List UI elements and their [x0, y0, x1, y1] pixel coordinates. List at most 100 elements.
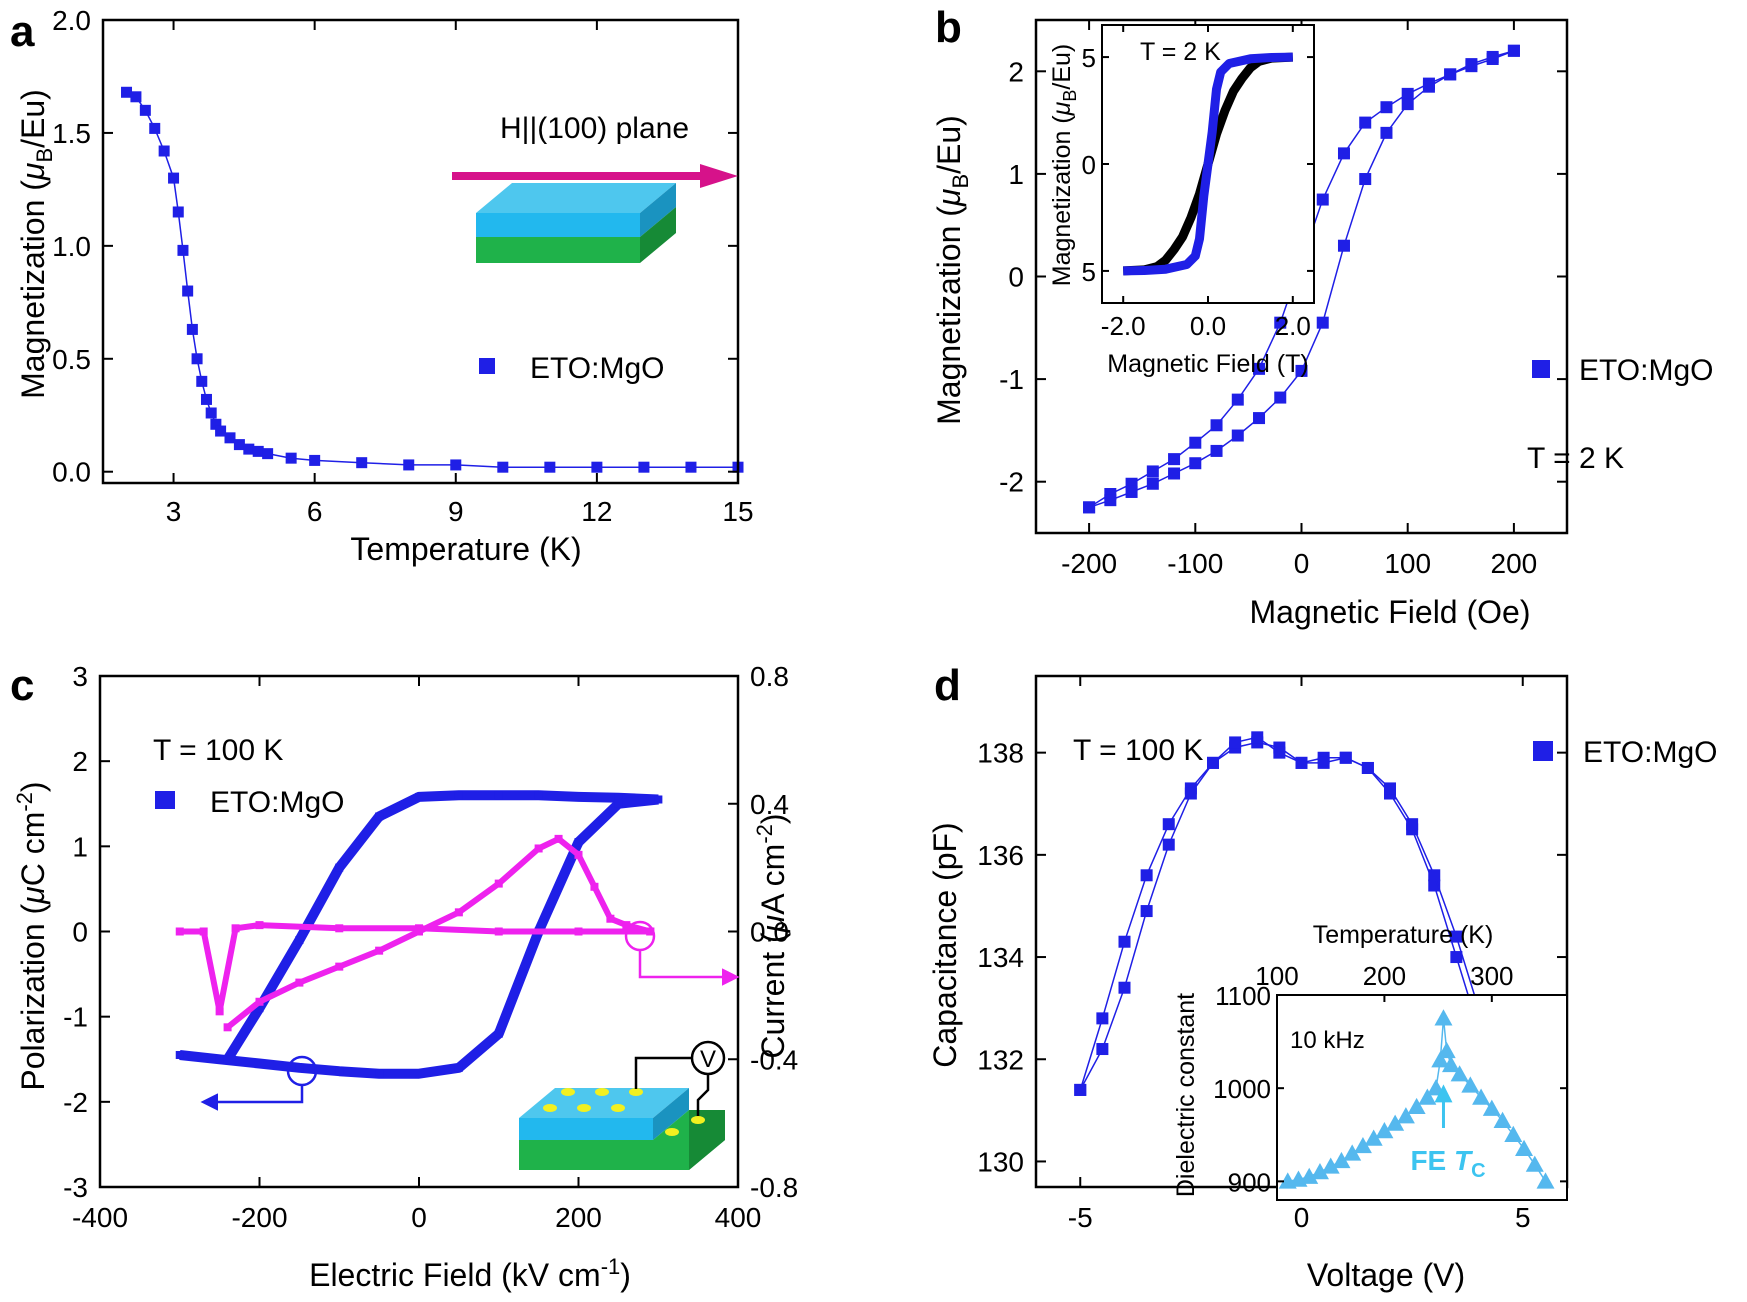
- panel-c-point: [494, 1029, 503, 1038]
- panel-c-P-upper-branch: [223, 790, 659, 1062]
- x-tick-label: 200: [1491, 548, 1538, 579]
- panel-b-series-point: [1168, 467, 1181, 480]
- panel-c-y2-axis-title: Current (μA cm-2): [752, 813, 791, 1058]
- inset-series-point: [1321, 1157, 1340, 1174]
- panel-c-P-lower-branch: [179, 794, 659, 1079]
- panel-c-point: [231, 924, 240, 933]
- panel-d-series-point: [1450, 951, 1463, 964]
- panel-b-series-point: [1231, 393, 1244, 406]
- panel-a-series-point: [638, 461, 650, 473]
- arrow-right-icon: [638, 950, 740, 986]
- panel-a-series-point: [139, 104, 151, 116]
- y-tick-label: 1.0: [52, 231, 91, 262]
- panel-d-series-point: [1096, 1012, 1109, 1025]
- panel-c-point: [215, 1007, 224, 1016]
- panel-c-point: [614, 793, 623, 802]
- panel-b-series-point: [1253, 362, 1266, 375]
- panel-c-point: [255, 1059, 264, 1068]
- panel-d: d -5 0 5 130 132 134 136 138 Voltage (V) Capaci…: [927, 661, 1717, 1293]
- panel-b-series-point: [1401, 98, 1414, 111]
- inset-frequency-label: 10 kHz: [1290, 1027, 1365, 1054]
- x-tick-label: 0.0: [1190, 311, 1226, 341]
- x-tick-label: 200: [1363, 961, 1406, 991]
- panel-d-series-point: [1096, 1043, 1109, 1056]
- panel-c-point: [654, 795, 663, 804]
- y-tick-label: -1: [999, 364, 1024, 395]
- inset-series-point: [1310, 1163, 1329, 1180]
- y-tick-label: 1000: [1213, 1074, 1271, 1104]
- panel-a-frame: [101, 18, 740, 485]
- legend-marker-square-icon: [1533, 741, 1553, 761]
- inset-series-point: [1431, 1051, 1450, 1068]
- panel-b-series-point: [1189, 436, 1202, 449]
- y-tick-label: -1: [63, 1002, 88, 1033]
- panel-d-series-point: [1118, 981, 1131, 994]
- inset-axes: -2.0 0.0 2.0 5 0 5: [1082, 25, 1314, 341]
- panel-d-series-point: [1273, 746, 1286, 759]
- y-tick-label: -2: [63, 1087, 88, 1118]
- inset-series-point: [1461, 1076, 1480, 1093]
- panel-b-series-point: [1465, 58, 1478, 71]
- y-tick-label: 134: [977, 942, 1024, 973]
- panel-c-point: [255, 997, 264, 1006]
- panel-b-series-point: [1401, 87, 1414, 100]
- panel-a-series-point: [285, 452, 297, 464]
- panel-c-point: [494, 879, 503, 888]
- y2-tick-label: -0.8: [750, 1172, 798, 1203]
- panel-a-series-point: [403, 459, 415, 471]
- inset-x-axis-title: Magnetic Field (T): [1107, 350, 1308, 378]
- panel-b-inset: -2.0 0.0 2.0 5 0 5 T = 2 K Magnetic Field (T)…: [1048, 24, 1315, 378]
- panel-c-point: [175, 1050, 184, 1059]
- x-tick-label: -200: [1061, 548, 1117, 579]
- panel-c-point: [375, 1069, 384, 1078]
- panel-b-series-point: [1316, 316, 1329, 329]
- panel-c: c -400 -200 0 200 400 -3 -2 -1 0 1 2 3 -0.8 -0.4 0.0 0.…: [10, 661, 798, 1293]
- panel-c-point: [335, 1067, 344, 1076]
- panel-d-series-point: [1428, 869, 1441, 882]
- panel-d-y-axis-title: Capacitance (pF): [927, 822, 963, 1067]
- panel-a-series-point: [172, 206, 184, 218]
- y-tick-label: -2: [999, 467, 1024, 498]
- panel-c-point: [295, 1063, 304, 1072]
- panel-a-series-point: [121, 86, 133, 98]
- y-tick-label: 2: [72, 746, 88, 777]
- panel-c-point: [534, 791, 543, 800]
- x-tick-label: -100: [1167, 548, 1223, 579]
- y2-tick-label: 0.0: [750, 917, 789, 948]
- inset-series-point: [1515, 1139, 1534, 1156]
- panel-a-series-point: [177, 244, 189, 256]
- panel-c-point: [215, 1055, 224, 1064]
- panel-d-series-point: [1140, 905, 1153, 918]
- panel-b-series-point: [1168, 453, 1181, 466]
- panel-c-x-axis-title: Electric Field (kV cm-1): [309, 1254, 631, 1293]
- arrow-left-icon: [200, 1085, 304, 1111]
- panel-c-point: [622, 921, 631, 930]
- x-tick-label: -2.0: [1101, 311, 1146, 341]
- x-tick-label: 100: [1384, 548, 1431, 579]
- y-tick-label: 1100: [1215, 981, 1271, 1011]
- panel-b-series-point: [1146, 465, 1159, 478]
- legend-label: ETO:MgO: [1579, 354, 1713, 387]
- panel-b-series-point: [1444, 68, 1457, 81]
- panel-d-series-point: [1184, 787, 1197, 800]
- panel-c-point: [295, 936, 304, 945]
- inset-series-point: [1364, 1129, 1383, 1146]
- y-tick-label: 1.5: [52, 118, 91, 149]
- inset-series-point: [1536, 1172, 1555, 1189]
- panel-d-series-point: [1295, 756, 1308, 769]
- y-tick-label: 0.5: [52, 344, 91, 375]
- panel-c-point: [554, 834, 563, 843]
- arrow-head-icon: [700, 164, 738, 188]
- panel-d-series-point: [1074, 1083, 1087, 1096]
- panel-b-legend: ETO:MgO: [1532, 354, 1713, 387]
- panel-b-series-point: [1104, 494, 1117, 507]
- panel-c-point: [295, 978, 304, 987]
- panel-d-series-point: [1406, 818, 1419, 831]
- panel-c-y-axis-title: Polarization (μC cm-2): [12, 781, 51, 1090]
- x-tick-label: 6: [307, 496, 323, 527]
- panel-a-series-point: [215, 425, 227, 437]
- panel-a-series-point: [168, 172, 180, 184]
- inset-y-axis-title: Magnetization (μB/Eu): [1048, 44, 1080, 287]
- inset-series-point: [1482, 1099, 1501, 1116]
